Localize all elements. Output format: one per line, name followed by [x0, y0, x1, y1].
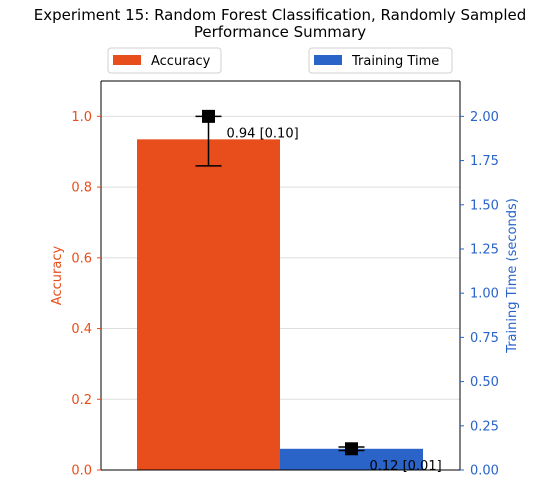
- marker-training-time: [345, 442, 358, 456]
- left-tick-label: 0.0: [71, 464, 92, 479]
- legend-label-training-time: Training Time: [351, 54, 439, 69]
- legend-box-accuracy: [107, 47, 222, 74]
- right-tick-label: 1.25: [470, 242, 499, 257]
- left-axis-label: Accuracy: [50, 246, 65, 306]
- data-label-training-time: 0.12 [0.01]: [370, 459, 442, 474]
- chart-title-line: Experiment 15: Random Forest Classificat…: [34, 6, 526, 24]
- legend-swatch-training-time: [314, 55, 342, 65]
- right-tick-label: 1.00: [470, 287, 499, 302]
- right-tick-label: 1.50: [470, 198, 499, 213]
- right-tick-label: 0.00: [470, 464, 499, 479]
- right-tick-label: 0.25: [470, 419, 499, 434]
- bar-accuracy: [137, 139, 280, 470]
- right-tick-label: 1.75: [470, 154, 499, 169]
- right-tick-label: 0.75: [470, 331, 499, 346]
- data-label-accuracy: 0.94 [0.10]: [227, 126, 299, 141]
- legend-box-training-time: [308, 47, 453, 74]
- legend-label-accuracy: Accuracy: [151, 54, 211, 69]
- chart-title-line: Performance Summary: [194, 23, 366, 41]
- left-tick-label: 0.6: [71, 251, 92, 266]
- right-tick-label: 2.00: [470, 110, 499, 125]
- right-axis-label: Training Time (seconds): [505, 198, 520, 354]
- left-tick-label: 0.2: [71, 393, 92, 408]
- left-tick-label: 1.0: [71, 110, 92, 125]
- marker-accuracy: [202, 109, 215, 123]
- legend-swatch-accuracy: [113, 55, 141, 65]
- left-tick-label: 0.4: [71, 322, 92, 337]
- left-tick-label: 0.8: [71, 181, 92, 196]
- bar-training-time: [280, 448, 423, 470]
- right-tick-label: 0.50: [470, 375, 499, 390]
